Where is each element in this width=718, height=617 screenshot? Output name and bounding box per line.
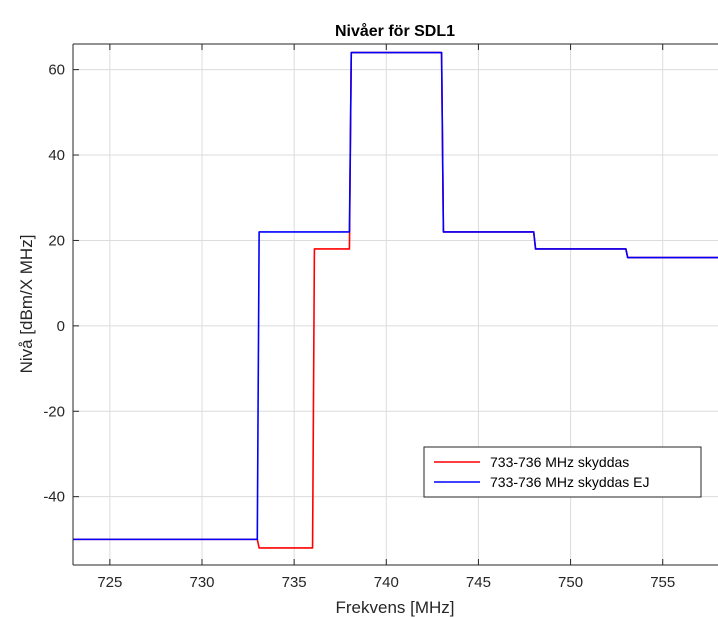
y-tick-label: 20 [48,232,65,249]
y-tick-label: 60 [48,62,65,79]
y-tick-label: 0 [57,318,65,335]
y-axis-label: Nivå [dBm/X MHz] [17,235,36,374]
x-tick-label: 735 [282,574,307,591]
x-tick-label: 725 [97,574,122,591]
x-tick-label: 740 [374,574,399,591]
legend-label-2: 733-736 MHz skyddas EJ [490,474,650,490]
axes [72,43,718,566]
x-tick-label: 750 [558,574,583,591]
legend-label-1: 733-736 MHz skyddas [490,454,629,470]
x-tick-label: 730 [189,574,214,591]
x-axis-label: Frekvens [MHz] [335,598,454,617]
ticks: 725 730 735 740 745 750 755 -40 -20 0 20 40 60 [43,44,675,591]
y-tick-label: -20 [43,403,65,420]
x-tick-label: 755 [650,574,675,591]
y-tick-label: -40 [43,489,65,506]
series-layer [73,51,718,549]
series-line-2 [73,51,718,541]
legend-box [423,446,702,498]
legend: 733-736 MHz skyddas 733-736 MHz skyddas E… [423,446,702,498]
y-tick-label: 40 [48,147,65,164]
chart-title: Nivåer för SDL1 [335,22,455,40]
x-tick-label: 745 [466,574,491,591]
